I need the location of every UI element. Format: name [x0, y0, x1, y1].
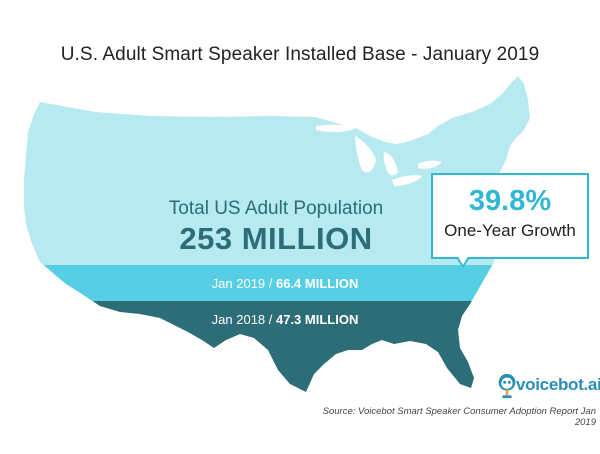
lake-erie-shape	[392, 175, 422, 186]
population-label: Total US Adult Population	[168, 198, 384, 219]
lake-ontario-shape	[418, 160, 442, 169]
population-value: 253 MILLION	[179, 221, 373, 256]
robot-icon	[498, 373, 516, 399]
lake-michigan-shape	[355, 136, 376, 173]
band-label-2019: Jan 2019 / 66.4 MILLION	[120, 276, 450, 291]
lake-huron-shape	[383, 152, 398, 176]
growth-label: One-Year Growth	[444, 221, 576, 240]
lake-superior-shape	[316, 124, 356, 133]
growth-callout: 39.8% One-Year Growth	[431, 173, 589, 259]
band-2019-value: 66.4 MILLION	[275, 276, 359, 291]
band-2018-year: Jan 2018 /	[211, 312, 276, 327]
band-jan-2019	[24, 265, 530, 301]
callout-pointer-inner	[457, 255, 469, 265]
source-note: Source: Voicebot Smart Speaker Consumer …	[322, 406, 596, 428]
growth-value: 39.8%	[468, 185, 552, 217]
band-label-2018: Jan 2018 / 47.3 MILLION	[120, 312, 450, 327]
chart-title: U.S. Adult Smart Speaker Installed Base …	[60, 44, 540, 65]
band-2019-year: Jan 2019 /	[211, 276, 276, 291]
band-2018-value: 47.3 MILLION	[275, 312, 359, 327]
brand-name: voicebot.ai	[516, 375, 600, 394]
